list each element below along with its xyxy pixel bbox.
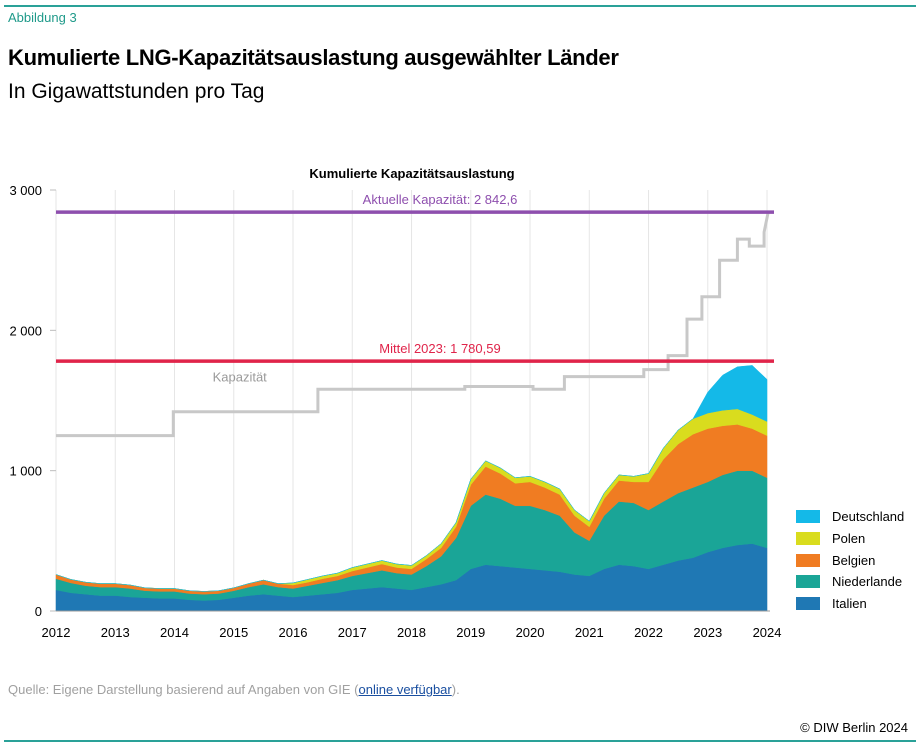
- x-tick-label: 2018: [397, 625, 426, 640]
- legend-swatch: [796, 553, 820, 567]
- x-tick-label: 2016: [279, 625, 308, 640]
- x-tick-label: 2012: [42, 625, 71, 640]
- y-tick-label: 3 000: [9, 183, 42, 198]
- x-tick-label: 2019: [456, 625, 485, 640]
- page-title: Kumulierte LNG-Kapazitätsauslastung ausg…: [8, 45, 619, 70]
- legend-label: Belgien: [832, 552, 876, 568]
- x-tick-label: 2024: [753, 625, 782, 640]
- lng-chart: Kumulierte Kapazitätsauslastung 2012 2013 2…: [9, 166, 782, 640]
- legend-item: Belgien: [796, 549, 904, 571]
- legend-swatch: [796, 532, 820, 546]
- source-suffix: ).: [451, 682, 460, 697]
- capacity-label: Kapazität: [213, 370, 268, 385]
- page-subtitle: In Gigawattstunden pro Tag: [8, 80, 265, 103]
- x-tick-label: 2017: [338, 625, 367, 640]
- legend-label: Italien: [832, 596, 867, 612]
- x-tick-label: 2020: [516, 625, 545, 640]
- legend-label: Deutschland: [832, 509, 905, 525]
- bottom-rule: [4, 740, 916, 742]
- x-tick-label: 2015: [219, 625, 248, 640]
- y-tick-label: 1 000: [9, 464, 42, 479]
- legend-swatch: [796, 510, 820, 524]
- chart-title: Kumulierte Kapazitätsauslastung: [309, 166, 514, 181]
- copyright: © DIW Berlin 2024: [800, 720, 908, 735]
- legend-swatch: [796, 597, 820, 611]
- top-rule: [4, 5, 916, 7]
- area-deutschland: [55, 365, 768, 592]
- capacity-line: [56, 211, 770, 438]
- x-tick-label: 2014: [160, 625, 189, 640]
- source-link[interactable]: online verfügbar: [358, 682, 452, 697]
- legend-item: Italien: [796, 593, 904, 615]
- source-prefix: Quelle: Eigene Darstellung basierend auf…: [8, 682, 359, 697]
- x-tick-label: 2022: [634, 625, 663, 640]
- y-tick-label: 2 000: [9, 323, 42, 338]
- source-note: Quelle: Eigene Darstellung basierend auf…: [8, 682, 460, 697]
- legend-label: Niederlande: [832, 574, 903, 590]
- legend-label: Polen: [832, 531, 866, 547]
- legend-item: Polen: [796, 528, 904, 550]
- figure-label: Abbildung 3: [8, 10, 77, 25]
- y-tick-label: 0: [35, 604, 42, 619]
- reference-label: Aktuelle Kapazität: 2 842,6: [363, 192, 518, 207]
- reference-label: Mittel 2023: 1 780,59: [379, 341, 500, 356]
- legend-item: Deutschland: [796, 506, 904, 528]
- legend-swatch: [796, 575, 820, 589]
- x-tick-label: 2021: [575, 625, 604, 640]
- x-tick-label: 2013: [101, 625, 130, 640]
- legend-item: Niederlande: [796, 571, 904, 593]
- chart-legend: Deutschland Polen Belgien Niederlande Italie…: [796, 506, 904, 614]
- x-tick-label: 2023: [693, 625, 722, 640]
